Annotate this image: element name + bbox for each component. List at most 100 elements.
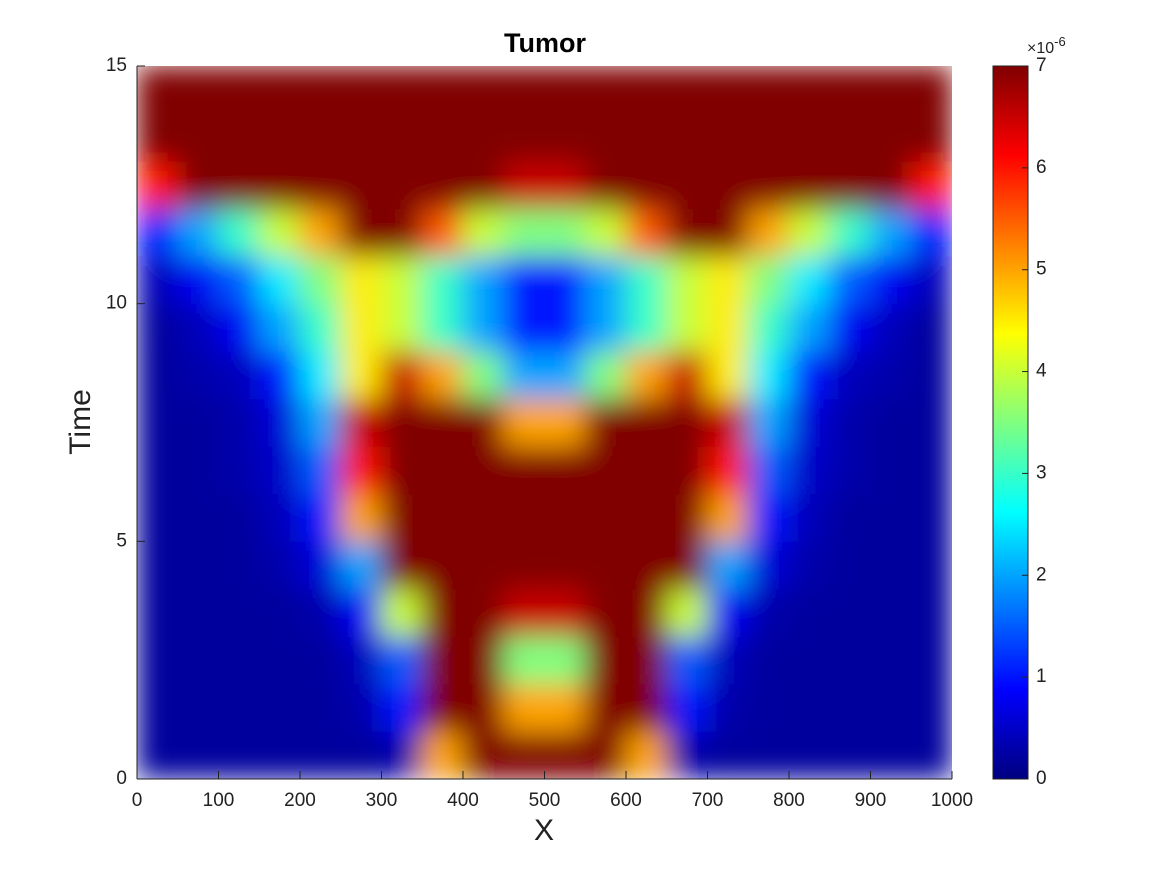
heatmap-cell (910, 350, 952, 400)
x-tick-label: 800 (773, 790, 805, 811)
multiplier-base: ×10 (1027, 40, 1054, 57)
heatmap-cell (870, 350, 912, 400)
heatmap-cell (870, 208, 912, 257)
heatmap-cell (666, 635, 708, 685)
heatmap-cell (747, 493, 790, 542)
heatmap-cell (910, 683, 952, 732)
heatmap-cell (421, 113, 464, 162)
heatmap-cell (218, 66, 260, 115)
heatmap-cell (177, 350, 219, 400)
heatmap-cell (503, 350, 545, 400)
heatmap-cell (707, 350, 749, 400)
heatmap-cell (625, 303, 668, 352)
heatmap-cell (177, 493, 219, 542)
heatmap-cell (218, 540, 260, 590)
heatmap-cell (258, 398, 301, 447)
heatmap-cell (340, 493, 382, 542)
heatmap-cell (462, 350, 505, 400)
heatmap-cell (870, 160, 912, 210)
heatmap-cell (544, 445, 586, 495)
heatmap-cell (381, 255, 423, 305)
heatmap-cell (788, 113, 831, 162)
heatmap-cell (503, 540, 545, 590)
heatmap-cell (177, 303, 219, 352)
heatmap-cell (625, 683, 668, 732)
heatmap-cell (584, 255, 627, 305)
heatmap-cell (381, 113, 423, 162)
heatmap-cell (137, 588, 179, 637)
heatmap-cell (503, 730, 545, 779)
heatmap-cell (584, 303, 627, 352)
heatmap-cell (177, 160, 219, 210)
heatmap-cell (707, 66, 749, 115)
heatmap-cell (462, 208, 505, 257)
heatmap-cell (340, 113, 382, 162)
heatmap-cell (299, 683, 342, 732)
colorbar-tick-label: 6 (1036, 157, 1047, 178)
heatmap-cell (584, 588, 627, 637)
heatmap-cell (584, 635, 627, 685)
heatmap-cell (788, 540, 831, 590)
heatmap-cell (747, 730, 790, 779)
x-tick-label: 0 (132, 790, 143, 811)
heatmap-cell (177, 113, 219, 162)
heatmap-cell (788, 208, 831, 257)
heatmap-cell (462, 255, 505, 305)
heatmap-cell (829, 113, 871, 162)
heatmap-cell (218, 113, 260, 162)
heatmap-cell (829, 493, 871, 542)
heatmap-cell (910, 730, 952, 779)
heatmap-cell (381, 588, 423, 637)
heatmap-cell (258, 445, 301, 495)
heatmap-cell (137, 730, 179, 779)
heatmap-cell (584, 683, 627, 732)
heatmap-cell (258, 255, 301, 305)
heatmap-cell (910, 66, 952, 115)
heatmap-cell (870, 66, 912, 115)
heatmap-cell (870, 445, 912, 495)
heatmap-cell (544, 208, 586, 257)
heatmap-cell (258, 113, 301, 162)
heatmap-cell (544, 398, 586, 447)
heatmap-cell (788, 350, 831, 400)
heatmap-cell (381, 303, 423, 352)
heatmap-cell (829, 350, 871, 400)
heatmap-cell (666, 540, 708, 590)
x-tick-label: 400 (447, 790, 479, 811)
heatmap-cell (544, 160, 586, 210)
heatmap-cell (462, 160, 505, 210)
heatmap-cell (829, 255, 871, 305)
heatmap-cell (707, 683, 749, 732)
heatmap-cell (584, 398, 627, 447)
heatmap-cell (462, 730, 505, 779)
heatmap-cell (258, 588, 301, 637)
heatmap-cell (137, 113, 179, 162)
heatmap-cell (788, 398, 831, 447)
heatmap-cell (666, 398, 708, 447)
heatmap-cell (218, 255, 260, 305)
heatmap-cell (829, 160, 871, 210)
colorbar-tick-label: 5 (1036, 259, 1047, 280)
heatmap-cell (747, 398, 790, 447)
heatmap-cell (340, 730, 382, 779)
heatmap-cell (584, 350, 627, 400)
heatmap-cell (625, 350, 668, 400)
y-tick-label: 15 (106, 55, 127, 76)
heatmap-cell (503, 683, 545, 732)
heatmap-cell (910, 160, 952, 210)
heatmap-cell (421, 683, 464, 732)
heatmap-cell (747, 255, 790, 305)
heatmap-cell (503, 160, 545, 210)
heatmap-cell (381, 730, 423, 779)
heatmap-cell (666, 445, 708, 495)
heatmap-cell (177, 730, 219, 779)
heatmap-cell (421, 398, 464, 447)
heatmap-cell (421, 303, 464, 352)
heatmap-cell (707, 398, 749, 447)
heatmap-cell (870, 730, 912, 779)
heatmap-cell (299, 398, 342, 447)
heatmap-cell (421, 350, 464, 400)
multiplier-exponent: -6 (1054, 34, 1066, 49)
heatmap-cell (503, 635, 545, 685)
